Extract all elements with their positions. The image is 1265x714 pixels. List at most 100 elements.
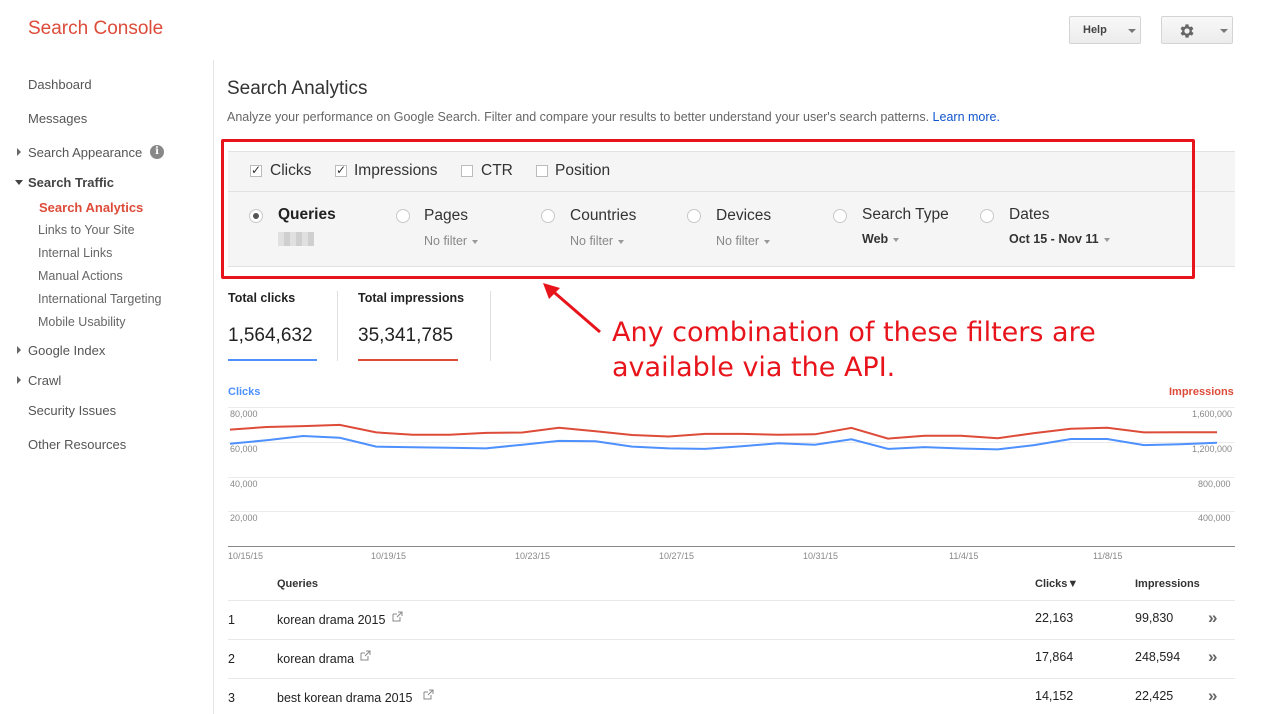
expand-icon[interactable]: »	[1208, 608, 1218, 627]
page-title: Search Analytics	[227, 78, 368, 99]
countries-filter-dropdown[interactable]: No filter	[570, 234, 625, 248]
learn-more-link[interactable]: Learn more.	[932, 110, 1000, 124]
row-divider	[228, 639, 1235, 640]
total-impressions-label[interactable]: Total impressions	[358, 291, 465, 305]
x-tick: 10/27/15	[659, 551, 695, 561]
sidebar-item-internal-links[interactable]: Internal Links	[38, 246, 113, 260]
sidebar-item-manual-actions[interactable]: Manual Actions	[38, 269, 123, 283]
filter-divider	[228, 191, 1235, 192]
sidebar-item-other-resources[interactable]: Other Resources	[28, 437, 127, 452]
page-description-text: Analyze your performance on Google Searc…	[227, 110, 930, 124]
total-impressions-value: 35,341,785	[358, 325, 454, 346]
search-type-dropdown[interactable]: Web	[862, 232, 900, 246]
gridline	[228, 442, 1235, 443]
position-checkbox[interactable]	[536, 165, 548, 177]
total-clicks-label[interactable]: Total clicks	[228, 291, 296, 305]
annotation-arrow	[543, 283, 601, 334]
expand-icon[interactable]: »	[1208, 647, 1218, 666]
clicks-label[interactable]: Clicks	[270, 162, 312, 179]
clicks-checkbox[interactable]	[250, 163, 262, 177]
devices-radio[interactable]	[687, 209, 701, 223]
queries-label[interactable]: Queries	[278, 206, 336, 223]
pages-filter-dropdown[interactable]: No filter	[424, 234, 479, 248]
queries-column-header[interactable]: Queries	[277, 578, 318, 590]
left-tick: 20,000	[230, 513, 258, 523]
sidebar-item-messages[interactable]: Messages	[28, 111, 88, 126]
pages-label[interactable]: Pages	[424, 207, 468, 224]
sidebar-item-security-issues[interactable]: Security Issues	[28, 403, 117, 418]
right-tick: 1,600,000	[1192, 409, 1233, 419]
left-tick: 60,000	[230, 444, 258, 454]
left-axis-title: Clicks	[228, 386, 261, 398]
dates-dropdown[interactable]: Oct 15 - Nov 11	[1009, 232, 1110, 246]
right-axis-title: Impressions	[1169, 386, 1234, 398]
row-query[interactable]: korean drama	[277, 652, 355, 666]
row-clicks: 22,163	[1035, 611, 1074, 625]
row-impressions: 22,425	[1135, 689, 1174, 703]
countries-filter-value: No filter	[570, 234, 614, 248]
expand-icon[interactable]: »	[1208, 686, 1218, 705]
search-type-label[interactable]: Search Type	[862, 206, 949, 223]
annotation-text: Any combination of these filters are ava…	[612, 315, 1096, 385]
expand-arrow-icon[interactable]	[17, 148, 21, 156]
info-icon[interactable]: i	[150, 145, 164, 159]
impressions-checkbox[interactable]	[335, 163, 347, 177]
caret-down-icon	[1103, 237, 1110, 242]
settings-button[interactable]	[1161, 16, 1233, 44]
sidebar-item-search-analytics[interactable]: Search Analytics	[39, 200, 144, 215]
app-brand[interactable]: Search Console	[28, 18, 164, 39]
sidebar-item-international-targeting[interactable]: International Targeting	[38, 292, 162, 306]
sidebar-item-links-to-site[interactable]: Links to Your Site	[38, 223, 135, 237]
clicks-column-header[interactable]: Clicks▼	[1035, 578, 1079, 590]
queries-radio[interactable]	[249, 209, 263, 223]
right-tick: 400,000	[1198, 513, 1231, 523]
external-link-icon[interactable]	[423, 689, 434, 700]
countries-radio[interactable]	[541, 209, 555, 223]
collapse-arrow-icon[interactable]	[15, 180, 23, 185]
performance-chart[interactable]	[228, 395, 1235, 547]
ctr-label[interactable]: CTR	[481, 162, 513, 179]
x-tick: 11/4/15	[949, 551, 979, 561]
right-tick: 800,000	[1198, 479, 1231, 489]
dates-radio[interactable]	[980, 209, 994, 223]
sidebar-item-google-index[interactable]: Google Index	[28, 343, 106, 358]
row-query[interactable]: best korean drama 2015	[277, 691, 413, 705]
external-link-icon[interactable]	[360, 650, 371, 661]
dates-label[interactable]: Dates	[1009, 206, 1050, 223]
sidebar-item-crawl[interactable]: Crawl	[28, 373, 62, 388]
expand-arrow-icon[interactable]	[17, 346, 21, 354]
sidebar-item-mobile-usability[interactable]: Mobile Usability	[38, 315, 126, 329]
pages-filter-value: No filter	[424, 234, 468, 248]
impressions-label[interactable]: Impressions	[354, 162, 438, 179]
x-tick: 11/8/15	[1093, 551, 1123, 561]
sidebar-item-search-appearance[interactable]: Search Appearance	[28, 145, 143, 160]
totals-divider	[490, 291, 491, 361]
expand-arrow-icon[interactable]	[17, 376, 21, 384]
impressions-series-line	[229, 423, 1217, 440]
position-label[interactable]: Position	[555, 162, 611, 179]
help-button[interactable]: Help	[1069, 16, 1141, 44]
row-rank: 3	[228, 691, 235, 705]
gear-icon	[1180, 24, 1194, 38]
impressions-color-bar	[358, 359, 458, 361]
caret-down-icon	[764, 239, 771, 244]
x-tick: 10/23/15	[515, 551, 551, 561]
countries-label[interactable]: Countries	[570, 207, 637, 224]
external-link-icon[interactable]	[392, 611, 403, 622]
x-tick: 10/31/15	[803, 551, 839, 561]
gridline	[228, 407, 1235, 408]
x-axis-line	[228, 546, 1235, 547]
devices-label[interactable]: Devices	[716, 207, 772, 224]
search-type-radio[interactable]	[833, 209, 847, 223]
row-query[interactable]: korean drama 2015	[277, 613, 386, 627]
devices-filter-dropdown[interactable]: No filter	[716, 234, 771, 248]
impressions-column-header[interactable]: Impressions	[1135, 578, 1200, 590]
dates-value: Oct 15 - Nov 11	[1009, 232, 1099, 246]
caret-down-icon	[893, 237, 900, 242]
filter-panel	[228, 151, 1235, 267]
annotation-highlight-box	[221, 139, 1195, 279]
sidebar-item-dashboard[interactable]: Dashboard	[28, 77, 92, 92]
sidebar-item-search-traffic[interactable]: Search Traffic	[28, 175, 114, 190]
ctr-checkbox[interactable]	[461, 165, 473, 177]
pages-radio[interactable]	[396, 209, 410, 223]
